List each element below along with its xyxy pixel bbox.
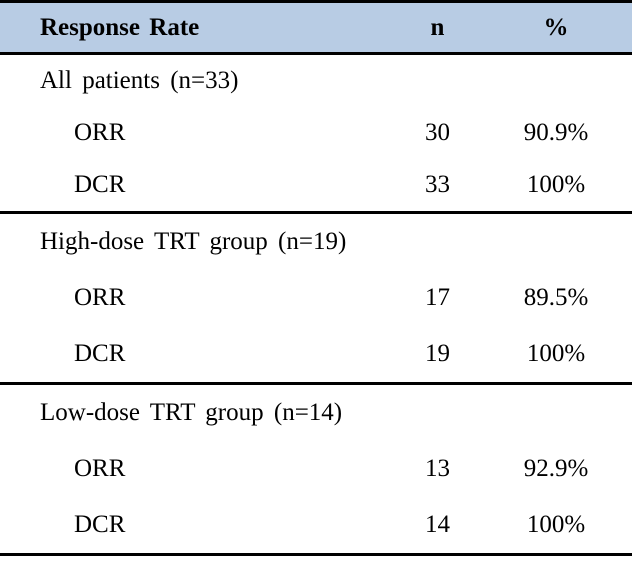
section-title: Low-dose TRT group (n=14) — [40, 398, 343, 426]
row-pct-value: 89.5% — [523, 284, 589, 311]
row-label: DCR — [74, 511, 126, 539]
row-pct-value: 100% — [526, 171, 586, 199]
header-response-rate: Response Rate — [0, 1, 395, 55]
row-label: ORR — [74, 119, 126, 146]
row-pct-value: 90.9% — [523, 119, 589, 146]
row-pct-value: 100% — [526, 340, 586, 368]
table-header-row: Response Rate n % — [0, 1, 632, 55]
row-pct-value: 92.9% — [523, 455, 589, 482]
row-n-value: 17 — [425, 284, 450, 311]
row-n-value: 33 — [425, 171, 450, 199]
table-row: ORR 30 90.9% — [0, 107, 632, 160]
table-row: ORR 13 92.9% — [0, 441, 632, 498]
row-n-value: 30 — [425, 119, 450, 146]
row-n-value: 13 — [425, 455, 450, 482]
table-row: DCR 14 100% — [0, 498, 632, 555]
header-n: n — [395, 1, 480, 55]
section-high-dose: High-dose TRT group (n=19) ORR 17 89.5% … — [0, 213, 632, 384]
response-rate-table: Response Rate n % All patients (n=33) OR… — [0, 0, 632, 555]
section-title-row: Low-dose TRT group (n=14) — [0, 384, 632, 441]
row-label: ORR — [74, 455, 126, 482]
row-label: DCR — [74, 340, 126, 368]
section-title: High-dose TRT group (n=19) — [40, 227, 347, 255]
section-title: All patients (n=33) — [40, 66, 239, 94]
header-percent: % — [480, 1, 632, 55]
row-n-value: 14 — [425, 511, 450, 539]
row-label: DCR — [74, 171, 126, 199]
table-row: DCR 19 100% — [0, 327, 632, 384]
table-header: Response Rate n % — [0, 1, 632, 55]
row-pct-value: 100% — [526, 511, 586, 539]
table-row: DCR 33 100% — [0, 160, 632, 213]
row-label: ORR — [74, 284, 126, 311]
row-n-value: 19 — [425, 340, 450, 368]
table-row: ORR 17 89.5% — [0, 270, 632, 327]
section-title-row: All patients (n=33) — [0, 54, 632, 107]
section-title-row: High-dose TRT group (n=19) — [0, 213, 632, 270]
section-all-patients: All patients (n=33) ORR 30 90.9% DCR 33 … — [0, 54, 632, 213]
section-low-dose: Low-dose TRT group (n=14) ORR 13 92.9% D… — [0, 384, 632, 555]
